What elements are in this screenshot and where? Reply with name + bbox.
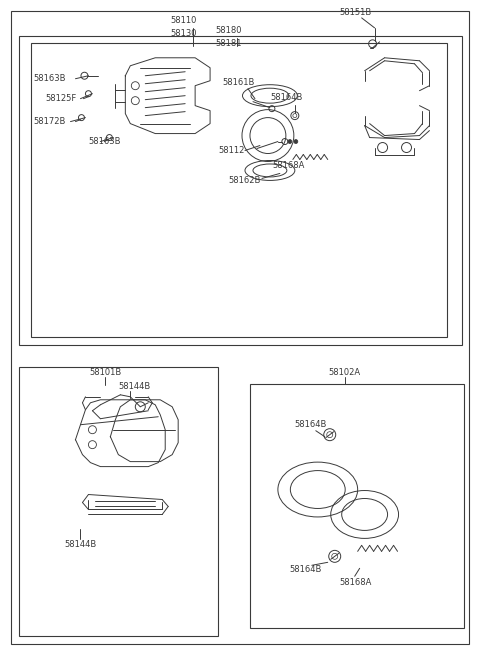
- Text: 58181: 58181: [215, 39, 241, 48]
- Text: 58125F: 58125F: [46, 94, 77, 103]
- Text: 58162B: 58162B: [228, 176, 261, 185]
- Text: 58163B: 58163B: [88, 137, 121, 146]
- Text: 58161B: 58161B: [222, 78, 254, 87]
- Bar: [31, 43, 447, 337]
- Text: 58144B: 58144B: [119, 383, 151, 391]
- Text: 58164B: 58164B: [290, 565, 322, 574]
- Bar: [19, 367, 218, 636]
- Bar: [250, 384, 464, 628]
- Text: 58130: 58130: [170, 29, 197, 39]
- Bar: [19, 36, 462, 345]
- Text: 58163B: 58163B: [34, 74, 66, 83]
- Text: 58102A: 58102A: [329, 368, 361, 377]
- Text: 58112: 58112: [218, 146, 244, 155]
- Text: 58144B: 58144B: [64, 540, 96, 549]
- Circle shape: [288, 140, 292, 143]
- Text: 58172B: 58172B: [34, 117, 66, 126]
- Text: 58110: 58110: [170, 16, 197, 26]
- Text: 58101B: 58101B: [89, 368, 121, 377]
- Text: 58151B: 58151B: [340, 9, 372, 18]
- Text: 58164B: 58164B: [295, 421, 327, 429]
- Circle shape: [294, 140, 298, 143]
- Text: 58168A: 58168A: [272, 161, 304, 170]
- Text: 58164B: 58164B: [270, 93, 302, 102]
- Text: 58168A: 58168A: [340, 578, 372, 587]
- Text: 58180: 58180: [215, 26, 241, 35]
